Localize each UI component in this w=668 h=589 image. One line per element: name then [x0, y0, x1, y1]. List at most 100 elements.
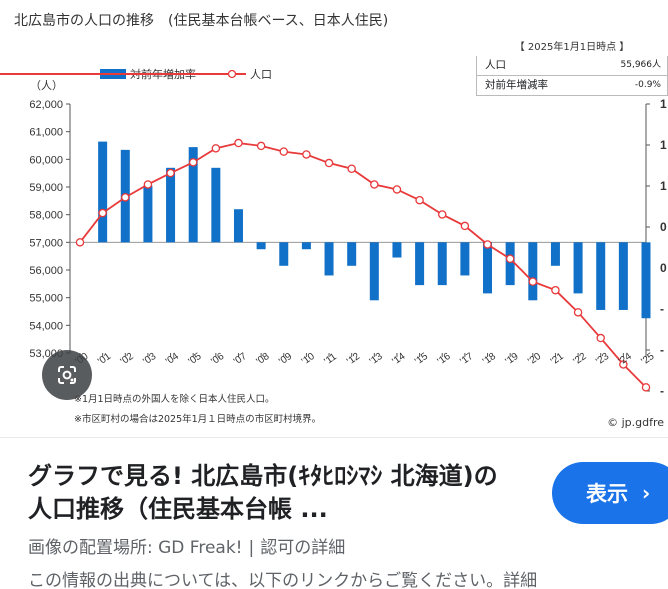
x-tick-label: '02	[119, 351, 136, 368]
source-separator: |	[248, 538, 255, 558]
rate-bar	[596, 242, 606, 310]
rate-bar	[166, 167, 176, 243]
population-point	[302, 150, 311, 159]
x-tick-label: '22	[571, 351, 588, 368]
view-button-label: 表示	[586, 482, 628, 506]
x-tick-label: '03	[141, 351, 158, 368]
population-point	[483, 240, 492, 249]
y2-tick-label: -	[660, 384, 664, 398]
population-point	[98, 208, 107, 218]
rate-bar	[550, 242, 560, 266]
info-value: 55,966人	[620, 60, 662, 70]
x-tick-label: '04	[164, 351, 181, 368]
y2-tick-label: -	[660, 343, 664, 357]
population-line	[79, 142, 647, 388]
population-point	[596, 333, 605, 343]
license-details-link[interactable]: 認可の詳細	[260, 538, 346, 558]
source-line: 画像の配置場所: GD Freak! | 認可の詳細	[28, 533, 345, 558]
x-tick-label: '18	[481, 351, 498, 368]
population-point	[166, 168, 175, 178]
population-point	[347, 164, 356, 174]
x-tick-label: '14	[390, 351, 407, 368]
population-point	[121, 193, 130, 202]
legend-line-label: 人口	[250, 68, 272, 81]
chart-title: 北広島市の人口の推移 (住民基本台帳ベース、日本人住民)	[14, 13, 389, 29]
population-point	[573, 308, 583, 317]
info-row-rate: 対前年増減率 -0.9%	[476, 76, 668, 96]
x-tick-label: '01	[96, 351, 113, 368]
population-point	[279, 147, 289, 156]
y-tick-label: 56,000	[29, 265, 63, 277]
population-point	[256, 141, 266, 151]
rate-bar	[618, 242, 628, 310]
population-point	[392, 185, 402, 194]
y2-tick-label: 0	[660, 220, 667, 234]
population-point	[370, 180, 379, 189]
chart-note-1: ※1月1日時点の外国人を除く日本人住民人口。	[74, 394, 275, 405]
rate-bar	[233, 209, 243, 243]
x-tick-label: '09	[277, 351, 294, 368]
population-point	[75, 238, 85, 247]
population-point	[211, 144, 221, 153]
info-value: -0.9%	[634, 80, 661, 90]
y-tick-label: 61,000	[29, 127, 63, 139]
x-tick-label: '07	[232, 351, 249, 368]
population-point	[619, 360, 628, 369]
google-lens-button[interactable]	[42, 350, 92, 400]
x-tick-label: '10	[300, 351, 317, 368]
population-chart: 対前年増加率 人口 （人） 62,000 61,000 60,000 59,000 58…	[0, 67, 667, 398]
y-axis-unit: （人）	[30, 79, 63, 92]
rate-bar	[460, 242, 470, 276]
chart-image[interactable]: 北広島市の人口の推移 (住民基本台帳ベース、日本人住民) 【 2025年1月1日…	[0, 0, 668, 436]
population-point	[234, 138, 243, 148]
population-point	[505, 254, 515, 264]
chart-note-2: ※市区町村の場合は2025年1月１日時点の市区町村境界。	[74, 414, 322, 425]
x-tick-label: '17	[458, 351, 475, 368]
y-tick-label: 58,000	[29, 210, 63, 222]
y-tick-label: 57,000	[29, 237, 63, 249]
rate-bar	[505, 242, 515, 286]
population-point	[437, 210, 447, 219]
y-tick-label: 55,000	[29, 293, 63, 305]
info-label: 対前年増減率	[485, 79, 548, 91]
y-tick-label: 59,000	[29, 182, 63, 194]
info-label: 人口	[485, 59, 506, 71]
rate-bar	[437, 242, 447, 286]
x-tick-label: '16	[436, 351, 453, 368]
rate-bar	[483, 242, 493, 294]
rate-bar	[143, 185, 153, 243]
x-tick-label: '08	[255, 351, 272, 368]
rate-bar	[369, 242, 379, 301]
rate-bar	[279, 242, 289, 266]
rate-bar	[415, 242, 425, 286]
google-lens-icon	[58, 366, 76, 384]
rate-bar	[324, 242, 334, 276]
x-tick-label: '05	[187, 351, 204, 368]
x-tick-label: '13	[368, 351, 385, 368]
x-tick-label: '25	[639, 351, 656, 368]
chart-watermark: © jp.gdfre	[607, 416, 664, 429]
rate-bar	[392, 242, 402, 258]
x-tick-label: '20	[526, 351, 543, 368]
result-title-link[interactable]: グラフで見る! 北広島市(ｷﾀﾋﾛｼﾏｼ 北海道)の人口推移（住民基本台帳 ..…	[28, 462, 498, 523]
population-point	[188, 158, 198, 167]
source-info-link[interactable]: この情報の出典については、以下のリンクからご覧ください。詳細	[28, 571, 538, 589]
x-tick-label: '21	[549, 351, 566, 368]
population-point	[641, 383, 651, 392]
x-tick-label: '12	[345, 351, 362, 368]
rate-bar	[211, 167, 221, 243]
y2-tick-label: 1	[660, 179, 667, 193]
chart-legend: 対前年増加率 人口	[0, 67, 272, 81]
y2-tick-label: 1	[660, 97, 667, 111]
legend-line-marker	[227, 69, 237, 79]
rate-bar	[641, 242, 651, 319]
population-point	[324, 158, 334, 168]
rate-bar	[256, 242, 266, 250]
rate-bar	[301, 242, 311, 250]
y-tick-label: 54,000	[29, 320, 63, 332]
rate-bar	[347, 242, 357, 266]
y2-tick-label: 1	[660, 138, 667, 152]
x-tick-label: '11	[322, 351, 339, 367]
view-button[interactable]: 表示 ›	[552, 462, 668, 524]
x-tick-label: '23	[594, 351, 611, 368]
